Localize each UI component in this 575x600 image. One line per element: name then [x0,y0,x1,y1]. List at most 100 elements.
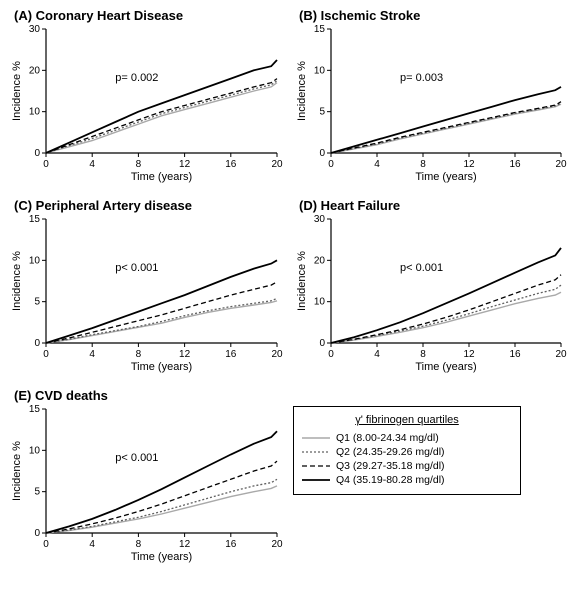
series-Q2 [46,479,277,533]
legend-label: Q3 (29.27-35.18 mg/dl) [336,459,445,473]
svg-text:8: 8 [420,159,426,170]
svg-text:10: 10 [29,445,41,456]
legend-title: γ' fibrinogen quartiles [302,413,512,428]
svg-text:4: 4 [89,539,95,550]
svg-text:0: 0 [43,159,49,170]
series-Q4 [331,87,561,153]
svg-text:Time (years): Time (years) [131,361,192,373]
svg-text:5: 5 [34,487,40,498]
legend-label: Q2 (24.35-29.26 mg/dl) [336,445,445,459]
svg-text:20: 20 [555,159,567,170]
svg-text:0: 0 [319,338,325,349]
svg-text:10: 10 [314,65,326,76]
svg-text:16: 16 [509,349,521,360]
series-Q3 [331,102,561,153]
panel-C: (C) Peripheral Artery disease 0481216200… [8,198,283,378]
svg-text:16: 16 [509,159,521,170]
svg-text:8: 8 [420,349,426,360]
series-Q4 [331,248,561,343]
svg-text:0: 0 [43,539,49,550]
svg-text:20: 20 [271,539,283,550]
svg-text:4: 4 [374,159,380,170]
panel-D-title: (D) Heart Failure [299,198,567,213]
chart-svg: 0 4 8 12 16 20 0 5 10 15 Time (years) Incidence % p<… [8,405,283,563]
svg-text:8: 8 [136,159,142,170]
svg-text:16: 16 [225,159,237,170]
panel-B: (B) Ischemic Stroke 048121620051015Time … [293,8,567,188]
p-value-label: p< 0.001 [400,262,443,274]
series-Q2 [46,81,277,153]
svg-text:0: 0 [319,148,325,159]
svg-text:0: 0 [34,338,40,349]
svg-text:5: 5 [34,297,40,308]
legend-label: Q1 (8.00-24.34 mg/dl) [336,431,439,445]
svg-text:12: 12 [179,539,191,550]
svg-text:20: 20 [271,349,283,360]
svg-text:0: 0 [34,148,40,159]
panel-A: (A) Coronary Heart Disease 0 4 8 12 16 20 0 10 2… [8,8,283,188]
panel-C-title: (C) Peripheral Artery disease [14,198,283,213]
svg-text:12: 12 [179,159,191,170]
svg-text:Incidence %: Incidence % [296,61,308,121]
svg-text:15: 15 [314,25,326,35]
svg-text:10: 10 [29,107,41,118]
panel-B-chart: 0 4 8 12 16 20 0 5 10 15 Time (years) Incidence % p=… [293,25,567,183]
chart-svg: 0 4 8 12 16 20 0 5 10 15 Time (years) Incidence % p=… [293,25,567,183]
panel-E-title: (E) CVD deaths [14,388,283,403]
series-Q4 [46,60,277,153]
svg-text:30: 30 [314,215,326,225]
p-value-label: p= 0.003 [400,72,443,84]
svg-text:Incidence %: Incidence % [11,441,23,501]
panel-E-chart: 0 4 8 12 16 20 0 5 10 15 Time (years) Incidence % p<… [8,405,283,563]
svg-text:10: 10 [314,297,326,308]
series-Q4 [46,431,277,533]
series-Q3 [46,282,277,343]
p-value-label: p< 0.001 [115,262,158,274]
svg-text:12: 12 [179,349,191,360]
panel-D-chart: 0481216200102030Time (years)Incidence %p… [293,215,567,373]
svg-text:5: 5 [319,107,325,118]
series-Q1 [331,292,561,343]
svg-text:20: 20 [314,255,326,266]
svg-text:Time (years): Time (years) [131,551,192,563]
svg-text:0: 0 [328,349,334,360]
svg-text:Incidence %: Incidence % [296,251,308,311]
svg-text:Incidence %: Incidence % [11,251,23,311]
svg-text:12: 12 [463,349,475,360]
svg-text:16: 16 [225,349,237,360]
svg-text:4: 4 [89,159,95,170]
svg-text:20: 20 [29,65,41,76]
svg-text:16: 16 [225,539,237,550]
svg-text:12: 12 [463,159,475,170]
p-value-label: p< 0.001 [115,452,158,464]
svg-text:10: 10 [29,255,41,266]
svg-text:Time (years): Time (years) [131,171,192,183]
legend-panel: γ' fibrinogen quartiles Q1 (8.00-24.34 m… [293,388,567,568]
chart-svg: 0481216200102030Time (years)Incidence %p… [293,215,567,373]
chart-svg: 0 4 8 12 16 20 0 10 20 30 Time (years) Incidence % p… [8,25,283,183]
p-value-label: p= 0.002 [115,72,158,84]
legend-row: Q4 (35.19-80.28 mg/dl) [302,473,512,487]
panel-D: (D) Heart Failure 0481216200102030Time (… [293,198,567,378]
panel-A-chart: 0 4 8 12 16 20 0 10 20 30 Time (years) Incidence % p… [8,25,283,183]
svg-text:20: 20 [271,159,283,170]
svg-text:0: 0 [34,528,40,539]
legend-row: Q3 (29.27-35.18 mg/dl) [302,459,512,473]
legend-row: Q2 (24.35-29.26 mg/dl) [302,445,512,459]
svg-text:15: 15 [29,405,41,415]
legend-label: Q4 (35.19-80.28 mg/dl) [336,473,445,487]
chart-svg: 048121620051015Time (years)Incidence %p<… [8,215,283,373]
panel-C-chart: 048121620051015Time (years)Incidence %p<… [8,215,283,373]
svg-text:Time (years): Time (years) [415,171,476,183]
legend-row: Q1 (8.00-24.34 mg/dl) [302,431,512,445]
svg-text:8: 8 [136,539,142,550]
series-Q4 [46,260,277,343]
svg-text:0: 0 [328,159,334,170]
panel-A-title: (A) Coronary Heart Disease [14,8,283,23]
svg-text:4: 4 [89,349,95,360]
svg-text:Incidence %: Incidence % [11,61,23,121]
legend-box: γ' fibrinogen quartiles Q1 (8.00-24.34 m… [293,406,521,495]
svg-text:15: 15 [29,215,41,225]
svg-text:30: 30 [29,25,41,35]
svg-text:20: 20 [555,349,567,360]
